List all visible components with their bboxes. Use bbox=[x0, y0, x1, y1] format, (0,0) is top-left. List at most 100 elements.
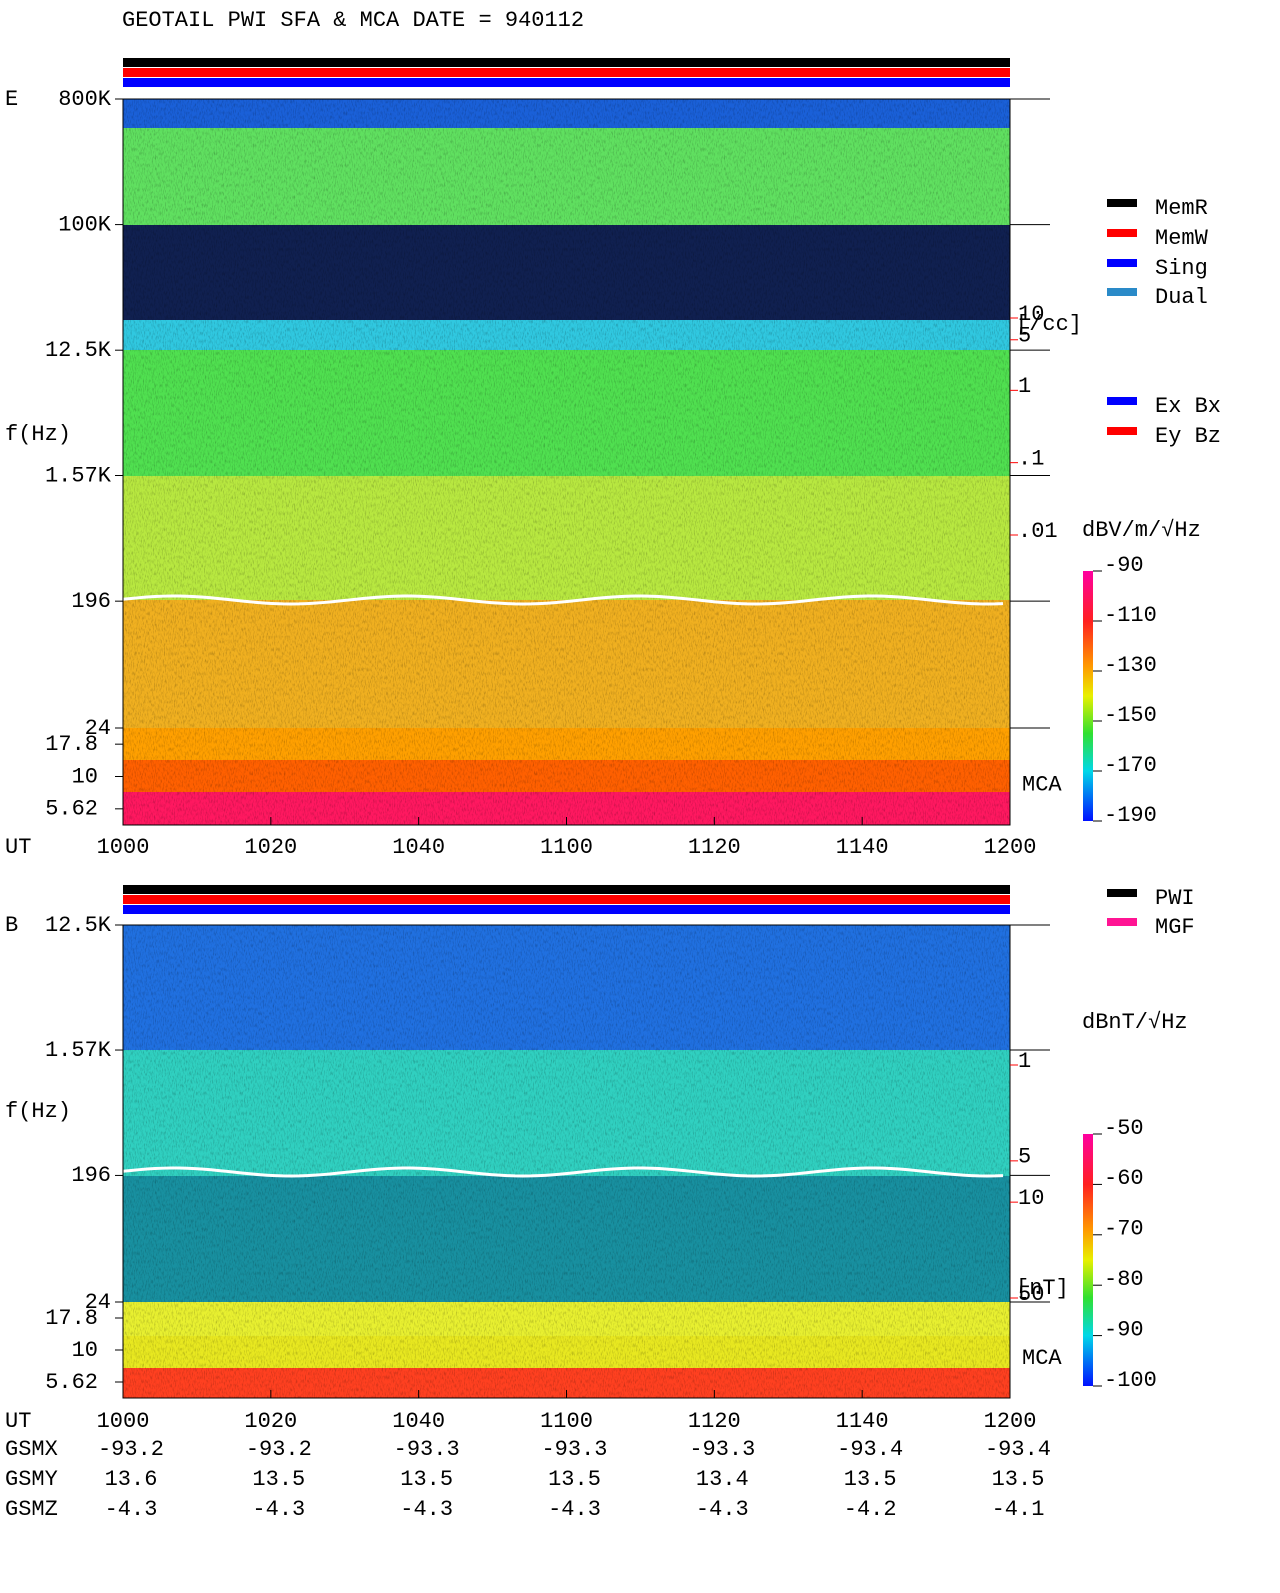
x-axis-label: UT bbox=[5, 835, 31, 860]
orbit-value: -4.3 bbox=[696, 1497, 749, 1522]
legend-label: Ex Bx bbox=[1155, 394, 1221, 419]
legend-label: MemW bbox=[1155, 226, 1209, 251]
mca-tick-label: 5.62 bbox=[45, 1370, 98, 1395]
y-tick-label: 100K bbox=[58, 212, 112, 237]
colorbar-tick-label: -190 bbox=[1104, 803, 1157, 828]
legend-label: PWI bbox=[1155, 886, 1195, 911]
colorbar-tick-label: -90 bbox=[1104, 1317, 1144, 1342]
y-tick-label: 1.57K bbox=[45, 1038, 112, 1063]
y-tick-label: 800K bbox=[58, 87, 112, 112]
orbit-value: 13.5 bbox=[992, 1467, 1045, 1492]
spectrogram-noise bbox=[123, 925, 1010, 1398]
orbit-value: -93.3 bbox=[689, 1437, 755, 1462]
colorbar bbox=[1083, 1134, 1093, 1386]
density-tick-label: 5 bbox=[1018, 1145, 1031, 1170]
x-tick-label: 1020 bbox=[244, 835, 297, 860]
y-tick-label: 12.5K bbox=[45, 338, 112, 363]
y-tick-label: 196 bbox=[71, 589, 111, 614]
orbit-row-name: GSMY bbox=[5, 1467, 58, 1492]
spectrogram-noise bbox=[123, 99, 1010, 825]
density-label: [nT] bbox=[1016, 1276, 1069, 1301]
legend-label: MemR bbox=[1155, 196, 1208, 221]
colorbar-tick-label: -110 bbox=[1104, 603, 1157, 628]
density-tick-label: 1 bbox=[1018, 374, 1031, 399]
density-tick-label: .01 bbox=[1018, 519, 1058, 544]
y-tick-label: 24 bbox=[85, 716, 111, 741]
legend-swatch bbox=[1107, 397, 1137, 405]
density-tick-label: 10 bbox=[1018, 1186, 1044, 1211]
colorbar-label: dBnT/√Hz bbox=[1082, 1010, 1188, 1035]
density-label: [/cc] bbox=[1016, 312, 1082, 337]
x-tick-label: 1040 bbox=[392, 835, 445, 860]
colorbar-tick-label: -60 bbox=[1104, 1166, 1144, 1191]
orbit-value: 13.5 bbox=[252, 1467, 305, 1492]
mode-bar bbox=[123, 58, 1010, 67]
x-tick-label: 1000 bbox=[97, 835, 150, 860]
colorbar-label: dBV/m/√Hz bbox=[1082, 518, 1201, 543]
orbit-value: -4.3 bbox=[548, 1497, 601, 1522]
orbit-row-name: GSMX bbox=[5, 1437, 58, 1462]
mode-bar bbox=[123, 885, 1010, 894]
panel-label: E bbox=[5, 87, 18, 112]
legend-swatch bbox=[1107, 889, 1137, 897]
colorbar-tick-label: -150 bbox=[1104, 703, 1157, 728]
mode-bar bbox=[123, 895, 1010, 904]
y-axis-label: f(Hz) bbox=[5, 1099, 71, 1124]
colorbar bbox=[1083, 571, 1093, 821]
density-tick-label: .1 bbox=[1018, 446, 1044, 471]
legend-swatch bbox=[1107, 199, 1137, 207]
mca-tick-label: 10 bbox=[72, 1338, 98, 1363]
orbit-value: 13.5 bbox=[548, 1467, 601, 1492]
plasma-line bbox=[122, 1166, 1004, 1178]
x-axis-label: UT bbox=[5, 1409, 31, 1434]
legend-label: Dual bbox=[1155, 285, 1208, 310]
mode-bar bbox=[123, 78, 1010, 87]
orbit-value: -93.2 bbox=[246, 1437, 312, 1462]
mca-tick-label: 5.62 bbox=[45, 797, 98, 822]
x-tick-label: 1020 bbox=[244, 1409, 297, 1434]
mca-tick-label: 17.8 bbox=[45, 732, 98, 757]
legend-label: MGF bbox=[1155, 915, 1195, 940]
orbit-value: -93.4 bbox=[985, 1437, 1051, 1462]
orbit-value: -93.4 bbox=[837, 1437, 903, 1462]
mca-label: MCA bbox=[1022, 1346, 1062, 1371]
orbit-value: 13.6 bbox=[105, 1467, 158, 1492]
orbit-value: -93.2 bbox=[98, 1437, 164, 1462]
mode-bar bbox=[123, 68, 1010, 77]
density-tick-label: 50 bbox=[1018, 1282, 1044, 1307]
orbit-value: -4.3 bbox=[105, 1497, 158, 1522]
y-tick-label: 24 bbox=[85, 1290, 111, 1315]
legend-swatch bbox=[1107, 427, 1137, 435]
density-tick-label: 10 bbox=[1018, 302, 1044, 327]
y-tick-label: 196 bbox=[71, 1163, 111, 1188]
colorbar-tick-label: -100 bbox=[1104, 1368, 1157, 1393]
x-tick-label: 1000 bbox=[97, 1409, 150, 1434]
legend-swatch bbox=[1107, 259, 1137, 267]
page-title: GEOTAIL PWI SFA & MCA DATE = 940112 bbox=[122, 8, 584, 33]
plasma-line bbox=[122, 594, 1004, 606]
panel-label: B bbox=[5, 913, 18, 938]
orbit-value: -4.1 bbox=[992, 1497, 1045, 1522]
y-tick-label: 12.5K bbox=[45, 913, 112, 938]
legend-label: Ey Bz bbox=[1155, 424, 1221, 449]
orbit-value: -4.2 bbox=[844, 1497, 897, 1522]
x-tick-label: 1140 bbox=[836, 835, 889, 860]
colorbar-tick-label: -70 bbox=[1104, 1217, 1144, 1242]
orbit-value: -4.3 bbox=[400, 1497, 453, 1522]
x-tick-label: 1200 bbox=[984, 835, 1037, 860]
y-axis-label: f(Hz) bbox=[5, 422, 71, 447]
orbit-value: -93.3 bbox=[541, 1437, 607, 1462]
colorbar-tick-label: -50 bbox=[1104, 1116, 1144, 1141]
mca-tick-label: 17.8 bbox=[45, 1306, 98, 1331]
x-tick-label: 1100 bbox=[540, 1409, 593, 1434]
legend-label: Sing bbox=[1155, 256, 1208, 281]
colorbar-tick-label: -130 bbox=[1104, 653, 1157, 678]
mode-bar bbox=[123, 905, 1010, 914]
legend-swatch bbox=[1107, 288, 1137, 296]
density-tick-label: 5 bbox=[1018, 324, 1031, 349]
colorbar-tick-label: -80 bbox=[1104, 1267, 1144, 1292]
mca-tick-label: 10 bbox=[72, 764, 98, 789]
colorbar-tick-label: -90 bbox=[1104, 553, 1144, 578]
colorbar-tick-label: -170 bbox=[1104, 753, 1157, 778]
